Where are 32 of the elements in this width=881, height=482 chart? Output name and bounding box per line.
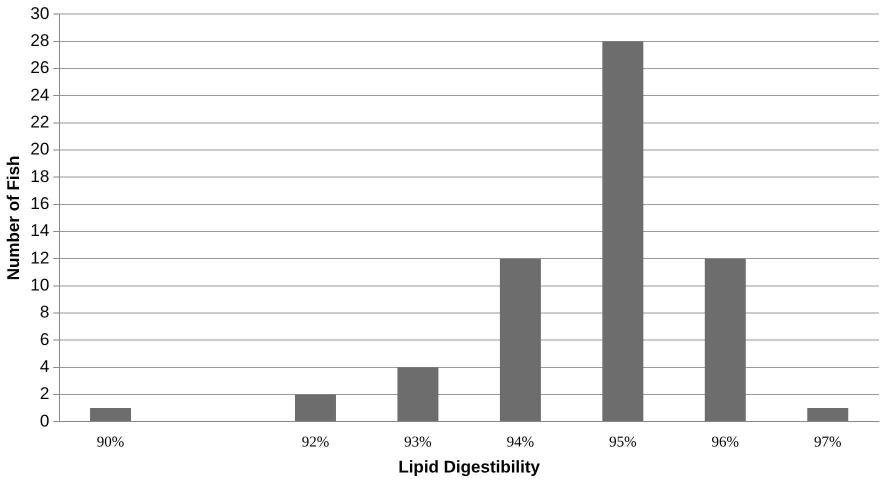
x-tick-label: 96% (712, 434, 740, 451)
y-tick-label: 2 (40, 384, 50, 404)
bar (397, 367, 438, 422)
y-tick-label: 20 (30, 140, 50, 159)
y-tick-label: 26 (30, 58, 50, 78)
y-tick-label: 22 (30, 112, 50, 132)
y-axis-title: Number of Fish (4, 156, 23, 280)
y-tick-label: 18 (30, 166, 50, 186)
bar (704, 258, 746, 422)
x-tick-label: 97% (814, 434, 842, 451)
y-tick-label: 30 (30, 4, 50, 23)
y-tick-label: 8 (40, 302, 50, 322)
y-tick-label: 14 (30, 221, 50, 240)
y-tick-label: 10 (30, 275, 50, 294)
x-tick-label: 95% (609, 434, 637, 451)
y-tick-label: 28 (30, 31, 50, 50)
y-tick-label: 16 (30, 194, 50, 214)
bar (602, 41, 644, 422)
y-tick-label: 4 (40, 356, 50, 376)
x-tick-label: 94% (506, 434, 534, 451)
bar (294, 394, 336, 422)
bar (500, 258, 541, 422)
bar (807, 408, 848, 422)
y-tick-label: 6 (40, 330, 50, 349)
x-tick-label: 92% (302, 434, 330, 451)
bar (90, 408, 132, 422)
x-axis-title: Lipid Digestibility (398, 457, 541, 476)
y-tick-label: 0 (40, 411, 50, 430)
x-tick-label: 90% (96, 434, 124, 451)
y-tick-label: 12 (30, 248, 50, 268)
y-tick-label: 24 (30, 85, 50, 104)
x-tick-label: 93% (404, 434, 432, 451)
